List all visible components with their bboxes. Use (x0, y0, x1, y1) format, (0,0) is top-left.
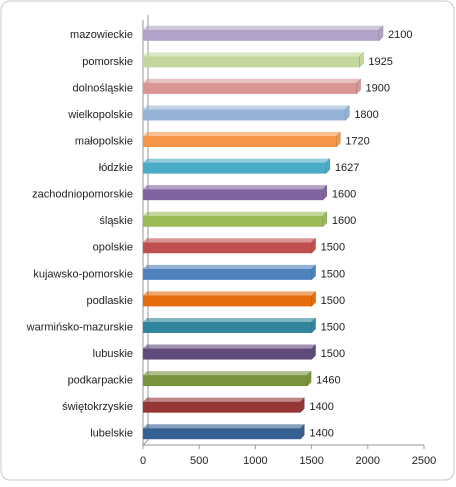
bar-top (143, 52, 364, 57)
bar (143, 189, 323, 201)
x-tick-label: 2000 (356, 455, 380, 467)
y-tick-label: łódzkie (99, 162, 133, 174)
bar-top (143, 25, 384, 30)
y-tick-label: podlaskie (87, 295, 133, 307)
bar-end (322, 184, 328, 201)
bar (143, 348, 312, 360)
data-label: 1400 (309, 401, 333, 413)
bar-end (300, 397, 305, 414)
y-tick-label: lubuskie (93, 348, 133, 360)
y-tick-label: dolnośląskie (72, 82, 133, 94)
bar-top (143, 158, 330, 163)
y-tick-label: zachodniopomorskie (32, 189, 133, 201)
bar-end (325, 157, 331, 175)
bar-end (311, 290, 316, 308)
bar (143, 56, 360, 68)
bar-end (345, 104, 350, 122)
bar-end (322, 211, 328, 228)
data-label: 1627 (335, 162, 359, 174)
data-label: 2100 (388, 29, 412, 41)
bar-end (359, 51, 364, 68)
y-tick-label: opolskie (93, 242, 133, 254)
bar (143, 428, 301, 440)
data-label: 1400 (309, 428, 333, 440)
bar-end (356, 78, 361, 95)
data-label: 1720 (345, 135, 369, 147)
bar-end (311, 317, 316, 334)
bar-top (143, 397, 305, 402)
data-label: 1500 (321, 295, 345, 307)
bar-end (300, 423, 305, 440)
bar (143, 321, 312, 333)
bar-top (143, 185, 327, 190)
data-label: 1500 (321, 268, 345, 280)
bar (143, 401, 301, 413)
bar (143, 375, 308, 387)
y-tick-label: małopolskie (75, 135, 133, 147)
bar-top (143, 371, 312, 376)
x-tick-label: 500 (190, 455, 208, 467)
data-label: 1500 (321, 321, 345, 333)
back-wall (142, 15, 149, 446)
bar-end (311, 343, 316, 361)
bar-end (336, 131, 341, 148)
bar-top (143, 317, 316, 322)
y-tick-label: warmińsko-mazurskie (26, 321, 133, 333)
bar-top (143, 132, 341, 137)
bar (143, 268, 312, 280)
bar-end (378, 25, 384, 42)
bar (143, 162, 326, 174)
bar-top (143, 424, 305, 429)
bar-top (143, 78, 361, 83)
y-tick-label: śląskie (99, 215, 133, 227)
x-tick-label: 0 (140, 455, 146, 467)
bar (143, 109, 346, 121)
x-tick-label: 1000 (243, 455, 267, 467)
bar-top (143, 291, 316, 296)
data-label: 1500 (321, 242, 345, 254)
bar-top (143, 211, 327, 216)
data-label: 1900 (366, 82, 390, 94)
y-tick-label: kujawsko-pomorskie (33, 268, 133, 280)
bar (143, 295, 312, 307)
bar (143, 215, 323, 227)
bar (143, 29, 380, 41)
y-tick-label: mazowieckie (70, 29, 133, 41)
bar (143, 136, 337, 148)
x-tick-label: 1500 (299, 455, 323, 467)
data-label: 1460 (316, 375, 340, 387)
data-label: 1500 (321, 348, 345, 360)
bar-end (311, 264, 316, 281)
bar (143, 242, 312, 254)
y-tick-label: podkarpackie (68, 375, 133, 387)
y-tick-label: świętokrzyskie (62, 401, 133, 413)
bar-top (143, 264, 316, 269)
data-label: 1800 (354, 109, 378, 121)
x-tick-label: 2500 (412, 455, 436, 467)
bar-end (306, 370, 312, 387)
bar-top (143, 105, 350, 110)
bar-top (143, 344, 316, 349)
bar (143, 82, 357, 94)
data-label: 1925 (368, 56, 392, 68)
y-tick-label: pomorskie (82, 56, 133, 68)
data-label: 1600 (332, 215, 356, 227)
bar-end (311, 237, 316, 254)
data-label: 1600 (332, 189, 356, 201)
y-tick-label: wielkopolskie (67, 109, 133, 121)
bar-top (143, 238, 316, 243)
y-tick-label: lubelskie (90, 428, 133, 440)
